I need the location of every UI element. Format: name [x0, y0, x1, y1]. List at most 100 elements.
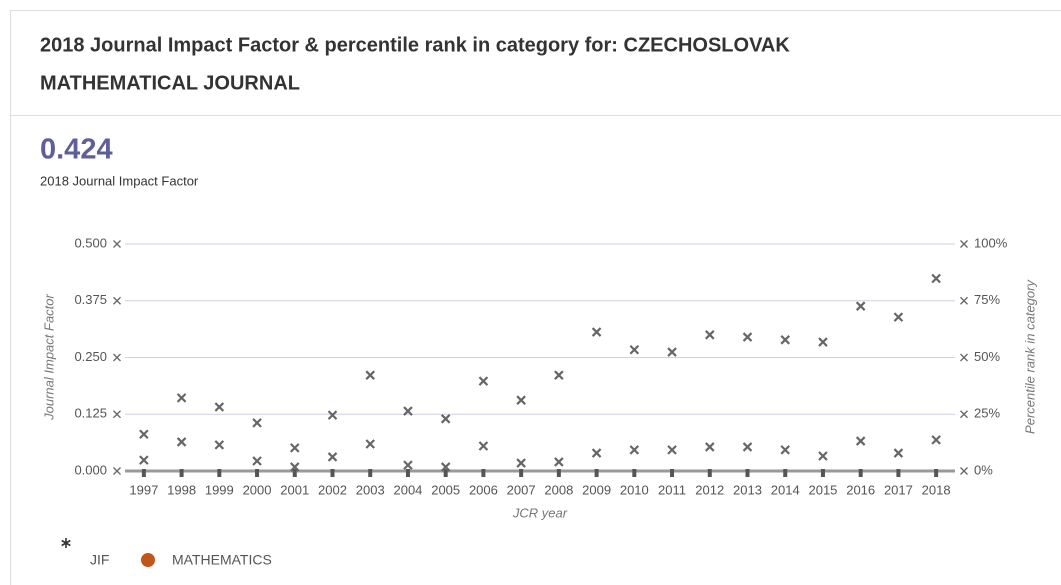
x-tick-label: 2016 [846, 482, 875, 497]
y2-tick-label: 75% [974, 292, 1000, 307]
marker [289, 462, 300, 472]
y2-tick-mark [960, 296, 968, 305]
x-tick-mark [670, 469, 675, 477]
y-tick-label: 0.250 [74, 349, 107, 364]
x-tick-mark [179, 469, 184, 477]
marker [365, 439, 376, 449]
marker [931, 435, 941, 445]
x-tick-label: 1998 [167, 482, 196, 497]
x-tick-label: 2002 [318, 482, 347, 497]
marker [704, 330, 715, 340]
x-tick-mark [707, 469, 712, 477]
marker [478, 441, 489, 451]
y-tick-label: 0.000 [74, 462, 107, 477]
x-tick-label: 2010 [620, 482, 649, 497]
x-tick-mark [141, 469, 146, 477]
x-tick-mark [255, 469, 260, 477]
y2-tick-mark [960, 240, 968, 248]
y2-tick-label: 100% [974, 235, 1008, 250]
x-tick-label: 2001 [280, 482, 309, 497]
marker [629, 345, 640, 355]
marker [516, 458, 526, 468]
marker [176, 437, 187, 447]
x-tick-label: 2005 [431, 482, 460, 497]
x-tick-mark [858, 469, 863, 477]
y-tick-label: 0.375 [74, 292, 107, 307]
x-tick-label: 2017 [884, 482, 913, 497]
y2-tick-label: 25% [974, 406, 1000, 421]
marker [365, 370, 376, 380]
y2-axis-title: Percentile rank in category [1022, 279, 1037, 434]
x-tick-mark [556, 469, 561, 477]
x-tick-mark [368, 469, 373, 477]
x-tick-label: 2006 [469, 482, 498, 497]
marker [440, 414, 451, 424]
marker [818, 451, 828, 461]
x-tick-label: 2004 [393, 482, 422, 497]
marker [855, 301, 866, 311]
marker [478, 376, 489, 386]
x-tick-label: 2018 [922, 482, 951, 497]
x-tick-mark [405, 469, 410, 477]
x-tick-mark [443, 469, 448, 477]
marker [403, 406, 413, 416]
x-tick-mark [745, 469, 750, 477]
marker [818, 337, 828, 347]
chart-title: 2018 Journal Impact Factor & percentile … [40, 34, 790, 56]
marker [440, 462, 451, 472]
x-tick-label: 2013 [733, 482, 762, 497]
x-tick-mark [783, 469, 788, 477]
y-axis-title: Journal Impact Factor [41, 293, 56, 420]
y-tick-mark [113, 240, 121, 248]
marker [252, 418, 262, 428]
marker [516, 395, 526, 405]
x-tick-mark [632, 469, 637, 477]
marker [591, 327, 602, 337]
x-tick-label: 2011 [658, 482, 686, 497]
marker [214, 440, 225, 450]
x-tick-label: 2003 [356, 482, 385, 497]
y-tick-mark [113, 353, 121, 362]
marker [893, 312, 904, 322]
marker [554, 370, 564, 380]
x-tick-mark [217, 469, 222, 477]
impact-factor-label: 2018 Journal Impact Factor [40, 173, 199, 188]
marker [780, 445, 791, 455]
legend-label: MATHEMATICS [172, 552, 272, 568]
y-tick-mark [113, 467, 121, 475]
x-tick-mark [292, 469, 297, 477]
x-tick-label: 2014 [771, 482, 800, 497]
x-tick-mark [934, 469, 939, 477]
marker [629, 445, 640, 455]
x-tick-mark [519, 469, 524, 477]
marker [554, 457, 564, 467]
impact-factor: 0.424 [40, 134, 113, 166]
marker [139, 455, 149, 465]
marker [742, 332, 753, 342]
marker [327, 410, 338, 420]
x-tick-mark [594, 469, 599, 477]
legend-icon [61, 538, 71, 548]
x-tick-label: 2015 [808, 482, 837, 497]
x-tick-mark [330, 469, 335, 477]
y2-tick-label: 0% [974, 462, 993, 477]
x-tick-mark [896, 469, 901, 477]
x-tick-label: 1999 [205, 482, 234, 497]
y-tick-mark [113, 410, 121, 419]
marker [252, 456, 262, 466]
card-border [10, 10, 1061, 585]
x-tick-label: 2009 [582, 482, 611, 497]
legend-label: JIF [90, 552, 109, 568]
marker [742, 442, 753, 452]
y-tick-mark [113, 296, 121, 305]
marker [139, 429, 149, 440]
x-tick-label: 2008 [544, 482, 573, 497]
marker [591, 448, 602, 458]
x-tick-label: 2000 [243, 482, 272, 497]
marker [176, 393, 187, 403]
marker [931, 273, 941, 284]
x-tick-label: 1997 [129, 482, 158, 497]
marker [704, 442, 715, 452]
marker [289, 443, 300, 453]
